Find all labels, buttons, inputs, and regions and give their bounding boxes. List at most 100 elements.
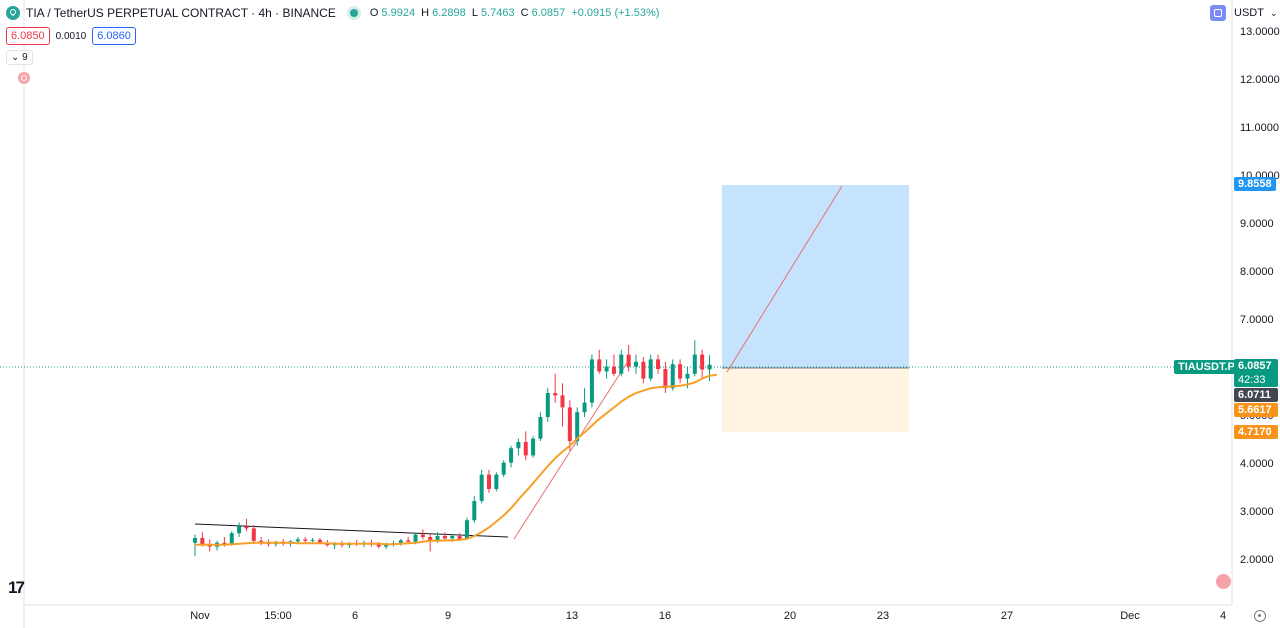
tradingview-logo[interactable]: 17 <box>8 578 25 597</box>
candle <box>428 533 433 552</box>
alert-marker-icon[interactable] <box>18 72 30 84</box>
candle-body <box>538 417 543 439</box>
candle-body <box>656 359 661 369</box>
open-label: O <box>369 7 379 19</box>
candle-body <box>678 364 683 379</box>
long-position-stop-zone[interactable] <box>722 368 909 432</box>
candle <box>567 400 572 451</box>
time-tick-label: 16 <box>658 610 672 622</box>
trend-arrow-line-1[interactable] <box>513 357 631 540</box>
candle-body <box>384 544 389 547</box>
candle <box>553 373 558 403</box>
candle-body <box>553 393 558 396</box>
candle <box>700 349 705 379</box>
high-value: 6.2898 <box>432 7 466 19</box>
candle-body <box>692 354 697 374</box>
candle-body <box>567 407 572 441</box>
candle <box>523 431 528 461</box>
candle-body <box>376 544 381 547</box>
candle <box>531 436 536 458</box>
ohlc-values: O 5.9924 H 6.2898 L 5.7463 C 6.0857 +0.0915 … <box>370 7 663 19</box>
candle-body <box>229 533 234 545</box>
candle <box>420 529 425 540</box>
candle <box>641 357 646 384</box>
candle <box>487 469 491 493</box>
candle-body <box>310 539 315 541</box>
price-tick-label: 3.0000 <box>1240 506 1274 518</box>
candle-body <box>663 369 668 389</box>
candle <box>626 345 631 372</box>
symbol-tag: TIAUSDT.P <box>1174 360 1239 374</box>
candle-body <box>413 534 418 542</box>
ma-slow-tag: 5.6617 <box>1234 403 1278 417</box>
price-tick-label: 7.0000 <box>1240 314 1274 326</box>
candle-body <box>435 536 440 541</box>
candle-body <box>295 539 300 542</box>
candle-body <box>450 536 455 539</box>
time-tick-label: Nov <box>190 610 210 622</box>
candle-body <box>501 462 506 475</box>
market-open-icon <box>349 9 358 17</box>
candle <box>501 460 506 477</box>
candle-body <box>604 366 609 372</box>
candle-body <box>670 364 675 389</box>
settings-icon[interactable] <box>1254 610 1266 622</box>
buy-button[interactable]: 6.0860 <box>92 27 136 45</box>
candle <box>494 472 499 492</box>
stop-price-tag: 4.7170 <box>1234 425 1278 439</box>
close-label: C <box>520 7 529 19</box>
candle <box>692 340 697 377</box>
candle-body <box>193 537 197 543</box>
candle-body <box>200 537 205 545</box>
candle-body <box>545 393 550 417</box>
candle <box>663 361 668 393</box>
candle-body <box>648 359 653 379</box>
candle <box>472 496 477 523</box>
candle-body <box>251 528 256 541</box>
time-tick-label: 6 <box>351 610 359 622</box>
ma-fast-tag: 6.0711 <box>1234 388 1278 402</box>
candle-body <box>237 526 242 534</box>
change-value: +0.0915 (+1.53%) <box>571 7 660 19</box>
candle-body <box>597 359 602 372</box>
symbol-legend: TIA / TetherUS PERPETUAL CONTRACT · 4h ·… <box>6 6 662 20</box>
notification-icon[interactable] <box>1216 574 1231 589</box>
resistance-trendline[interactable] <box>194 523 509 538</box>
close-value: 6.0857 <box>531 7 566 19</box>
sell-button[interactable]: 6.0850 <box>6 27 50 45</box>
candle-body <box>626 354 631 367</box>
currency-selector[interactable]: USDT ⌄ <box>1210 5 1278 21</box>
candle-body <box>685 373 690 379</box>
long-position-target-zone[interactable] <box>722 185 909 368</box>
candle-body <box>575 412 580 441</box>
time-tick-label: Dec <box>1120 610 1140 622</box>
target-price-tag: 9.8558 <box>1234 177 1276 191</box>
time-tick-label: 27 <box>1000 610 1014 622</box>
candle-body <box>244 526 249 529</box>
currency-label: USDT <box>1234 7 1264 19</box>
candle-body <box>611 366 616 374</box>
candle-body <box>707 364 712 370</box>
price-tick-label: 9.0000 <box>1240 218 1274 230</box>
price-tick-label: 2.0000 <box>1240 554 1274 566</box>
compare-icon[interactable] <box>1210 5 1226 21</box>
candle <box>634 354 638 374</box>
candle <box>648 354 653 381</box>
candle <box>509 445 514 468</box>
open-value: 5.9924 <box>381 7 416 19</box>
time-tick-label: 15:00 <box>264 610 292 622</box>
candle-body <box>641 361 646 379</box>
price-tick-label: 12.0000 <box>1240 74 1280 86</box>
candle-body <box>479 474 484 501</box>
trend-arrow-line-2[interactable] <box>726 185 843 373</box>
indicators-toggle-button[interactable]: ⌄ 9 <box>6 50 33 65</box>
candle <box>604 359 609 379</box>
symbol-title[interactable]: TIA / TetherUS PERPETUAL CONTRACT · 4h ·… <box>26 6 336 20</box>
candle <box>538 412 543 441</box>
high-label: H <box>421 7 430 19</box>
price-tick-label: 13.0000 <box>1240 26 1280 38</box>
candle <box>259 537 264 546</box>
price-tick-label: 11.0000 <box>1240 122 1279 134</box>
time-tick-label: 23 <box>876 610 890 622</box>
